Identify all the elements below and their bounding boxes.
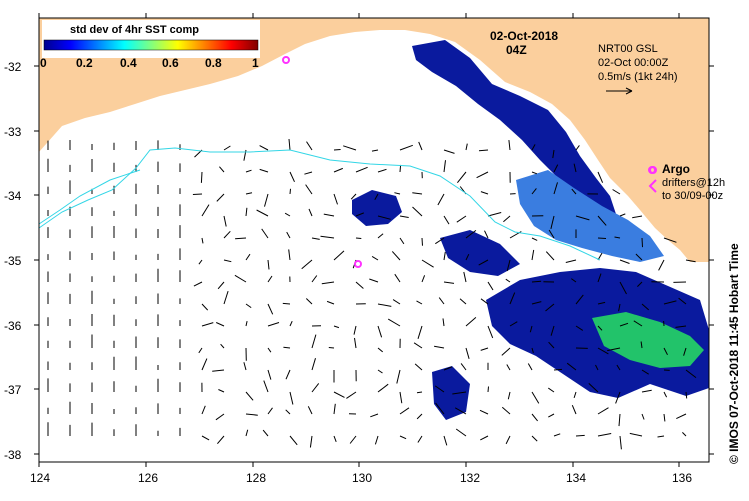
current-source-time: 02-Oct 00:00Z	[598, 57, 669, 69]
current-scale-label: 0.5m/s (1kt 24h)	[598, 71, 677, 83]
argo-label: Argo	[662, 162, 690, 176]
y-tick-label: -38	[4, 448, 22, 462]
current-vector-arrow	[329, 348, 334, 349]
current-vector-arrow	[356, 238, 361, 239]
current-vector-arrow	[235, 238, 246, 239]
x-tick-label: 128	[246, 471, 266, 485]
current-vector-arrow	[532, 281, 541, 282]
colorbar-tick: 0	[40, 56, 47, 70]
x-tick-label: 126	[138, 471, 158, 485]
y-tick-label: -37	[4, 383, 22, 397]
current-vector-arrow	[334, 150, 341, 151]
x-axis-ticks: 124 126 128 130 132 134 136	[30, 471, 692, 485]
x-tick-label: 136	[672, 471, 692, 485]
y-tick-label: -32	[4, 60, 22, 74]
current-vector-arrow	[598, 238, 606, 239]
y-tick-label: -36	[4, 319, 22, 333]
current-source-name: NRT00 GSL	[598, 43, 658, 55]
colorbar-tick: 0.4	[120, 56, 137, 70]
current-vector-arrow	[576, 435, 585, 436]
imos-credit: © IMOS 07-Oct-2018 11:45 Hobart Time	[727, 243, 741, 464]
current-vector-arrow	[201, 172, 202, 183]
current-vector-arrow	[290, 189, 291, 194]
current-vector-arrow	[488, 387, 489, 393]
y-axis-ticks: -32 -33 -34 -35 -36 -37 -38	[4, 60, 22, 462]
colorbar-gradient	[44, 40, 258, 50]
colorbar-tick: 0.8	[205, 56, 222, 70]
map-time: 04Z	[506, 43, 527, 57]
current-vector-arrow	[686, 392, 687, 398]
y-tick-label: -34	[4, 189, 22, 203]
argo-time-label: to 30/09-00z	[662, 190, 723, 202]
map-date: 02-Oct-2018	[490, 29, 558, 43]
y-tick-label: -33	[4, 125, 22, 139]
colorbar-tick: 1	[252, 56, 259, 70]
current-vector-arrow	[554, 369, 562, 370]
argo-drifters-label: drifters@12h	[662, 177, 725, 189]
x-tick-label: 134	[566, 471, 586, 485]
colorbar-title: std dev of 4hr SST comp	[70, 24, 199, 36]
x-tick-label: 130	[352, 471, 372, 485]
current-vector-arrow	[642, 238, 643, 247]
x-tick-label: 132	[460, 471, 480, 485]
y-tick-label: -35	[4, 254, 22, 268]
current-vector-arrow	[193, 194, 202, 195]
current-vector-arrow	[283, 303, 290, 304]
colorbar-tick: 0.6	[162, 56, 179, 70]
x-tick-label: 124	[30, 471, 50, 485]
colorbar-tick: 0.2	[76, 56, 93, 70]
current-vector-arrow	[422, 238, 423, 246]
current-vector-arrow	[417, 392, 422, 393]
